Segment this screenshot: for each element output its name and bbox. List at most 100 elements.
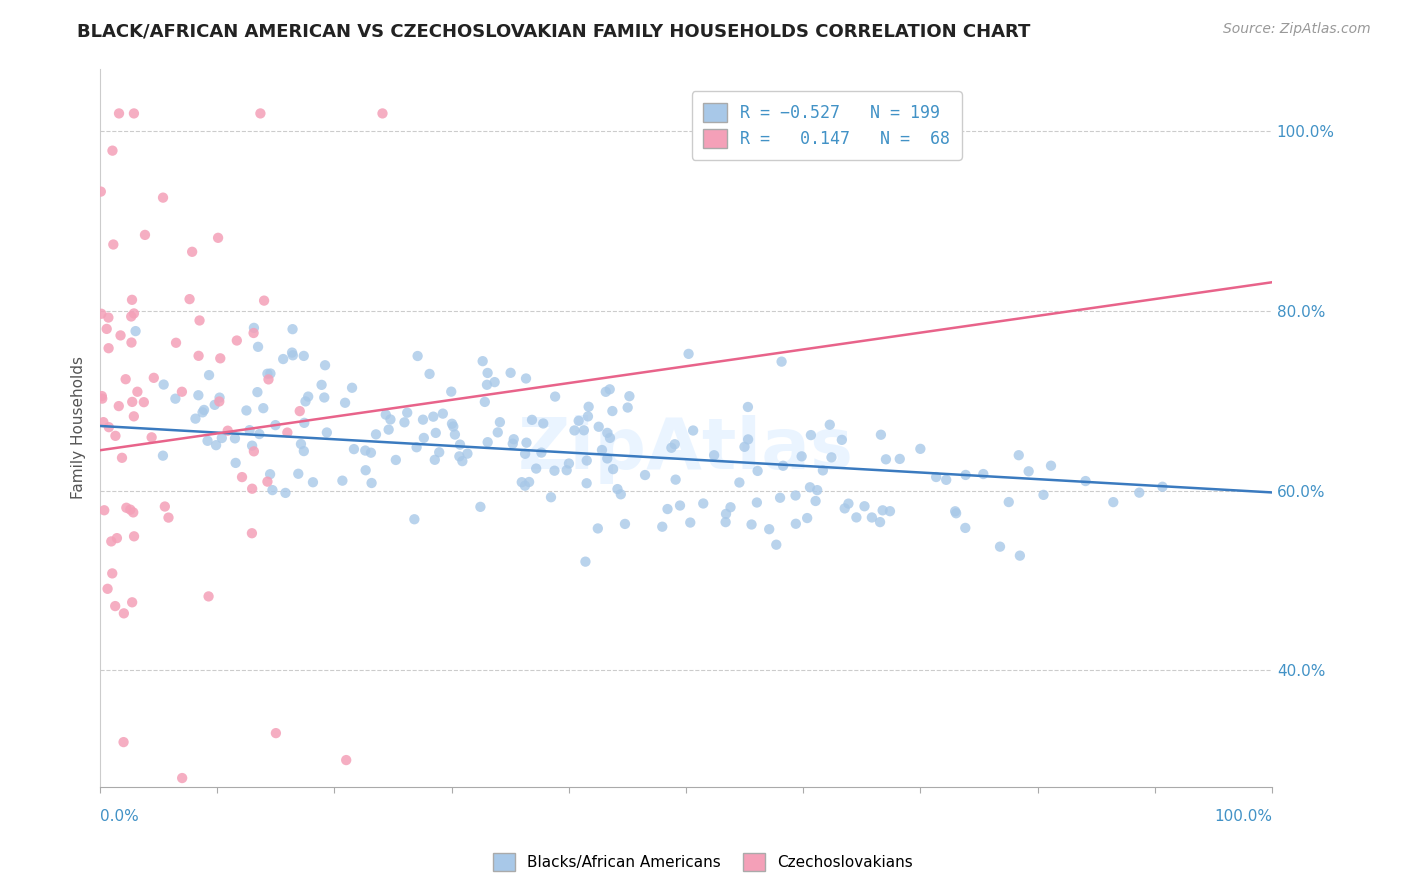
Point	[405, 440, 427, 454]
Point	[290, 437, 312, 451]
Point	[602, 404, 624, 418]
Point	[728, 475, 751, 490]
Point	[122, 106, 145, 120]
Point	[332, 474, 354, 488]
Point	[427, 445, 450, 459]
Point	[925, 470, 948, 484]
Point	[599, 431, 621, 445]
Point	[385, 453, 408, 467]
Point	[806, 483, 828, 497]
Point	[152, 191, 174, 205]
Point	[661, 441, 683, 455]
Legend: Blacks/African Americans, Czechoslovakians: Blacks/African Americans, Czechoslovakia…	[484, 844, 922, 880]
Point	[271, 352, 294, 367]
Point	[820, 450, 842, 465]
Point	[935, 473, 957, 487]
Point	[510, 475, 533, 490]
Text: Source: ZipAtlas.com: Source: ZipAtlas.com	[1223, 22, 1371, 37]
Point	[502, 432, 524, 446]
Point	[314, 391, 336, 405]
Point	[104, 599, 127, 613]
Point	[122, 306, 145, 320]
Point	[396, 406, 419, 420]
Point	[845, 510, 868, 524]
Point	[153, 500, 176, 514]
Point	[97, 582, 120, 596]
Point	[679, 516, 702, 530]
Point	[657, 502, 679, 516]
Point	[93, 415, 115, 429]
Point	[513, 447, 536, 461]
Point	[869, 515, 891, 529]
Text: ZipAtlas: ZipAtlas	[517, 415, 853, 483]
Point	[785, 488, 807, 502]
Point	[97, 420, 120, 434]
Point	[834, 501, 856, 516]
Point	[703, 448, 725, 462]
Point	[440, 384, 463, 399]
Point	[741, 517, 763, 532]
Point	[599, 382, 621, 396]
Point	[1018, 464, 1040, 478]
Point	[239, 423, 262, 437]
Point	[165, 335, 187, 350]
Point	[287, 467, 309, 481]
Point	[100, 534, 122, 549]
Point	[101, 566, 124, 581]
Point	[235, 403, 257, 417]
Point	[531, 417, 554, 431]
Point	[292, 444, 315, 458]
Point	[872, 503, 894, 517]
Point	[224, 431, 246, 445]
Point	[486, 425, 509, 440]
Point	[765, 538, 787, 552]
Point	[104, 429, 127, 443]
Point	[231, 470, 253, 484]
Point	[262, 483, 284, 497]
Point	[93, 503, 115, 517]
Point	[170, 384, 193, 399]
Point	[440, 417, 463, 431]
Point	[737, 400, 759, 414]
Point	[568, 414, 591, 428]
Point	[524, 461, 547, 475]
Point	[988, 540, 1011, 554]
Point	[610, 487, 633, 501]
Point	[910, 442, 932, 456]
Point	[451, 454, 474, 468]
Point	[281, 348, 304, 362]
Point	[734, 440, 756, 454]
Point	[172, 771, 194, 785]
Point	[377, 423, 399, 437]
Point	[187, 349, 209, 363]
Point	[124, 324, 146, 338]
Point	[90, 389, 112, 403]
Point	[165, 392, 187, 406]
Point	[558, 457, 581, 471]
Point	[253, 293, 276, 308]
Point	[456, 447, 478, 461]
Point	[449, 450, 471, 464]
Point	[804, 494, 827, 508]
Point	[187, 388, 209, 402]
Point	[515, 371, 537, 385]
Point	[790, 450, 813, 464]
Point	[132, 395, 155, 409]
Point	[243, 444, 266, 458]
Point	[586, 521, 609, 535]
Point	[596, 451, 619, 466]
Point	[354, 463, 377, 477]
Point	[240, 482, 263, 496]
Point	[564, 424, 586, 438]
Point	[578, 400, 600, 414]
Point	[614, 516, 637, 531]
Point	[517, 475, 540, 489]
Point	[714, 507, 737, 521]
Point	[360, 475, 382, 490]
Point	[211, 431, 233, 445]
Point	[257, 372, 280, 386]
Point	[619, 389, 641, 403]
Point	[544, 390, 567, 404]
Point	[634, 468, 657, 483]
Point	[374, 408, 396, 422]
